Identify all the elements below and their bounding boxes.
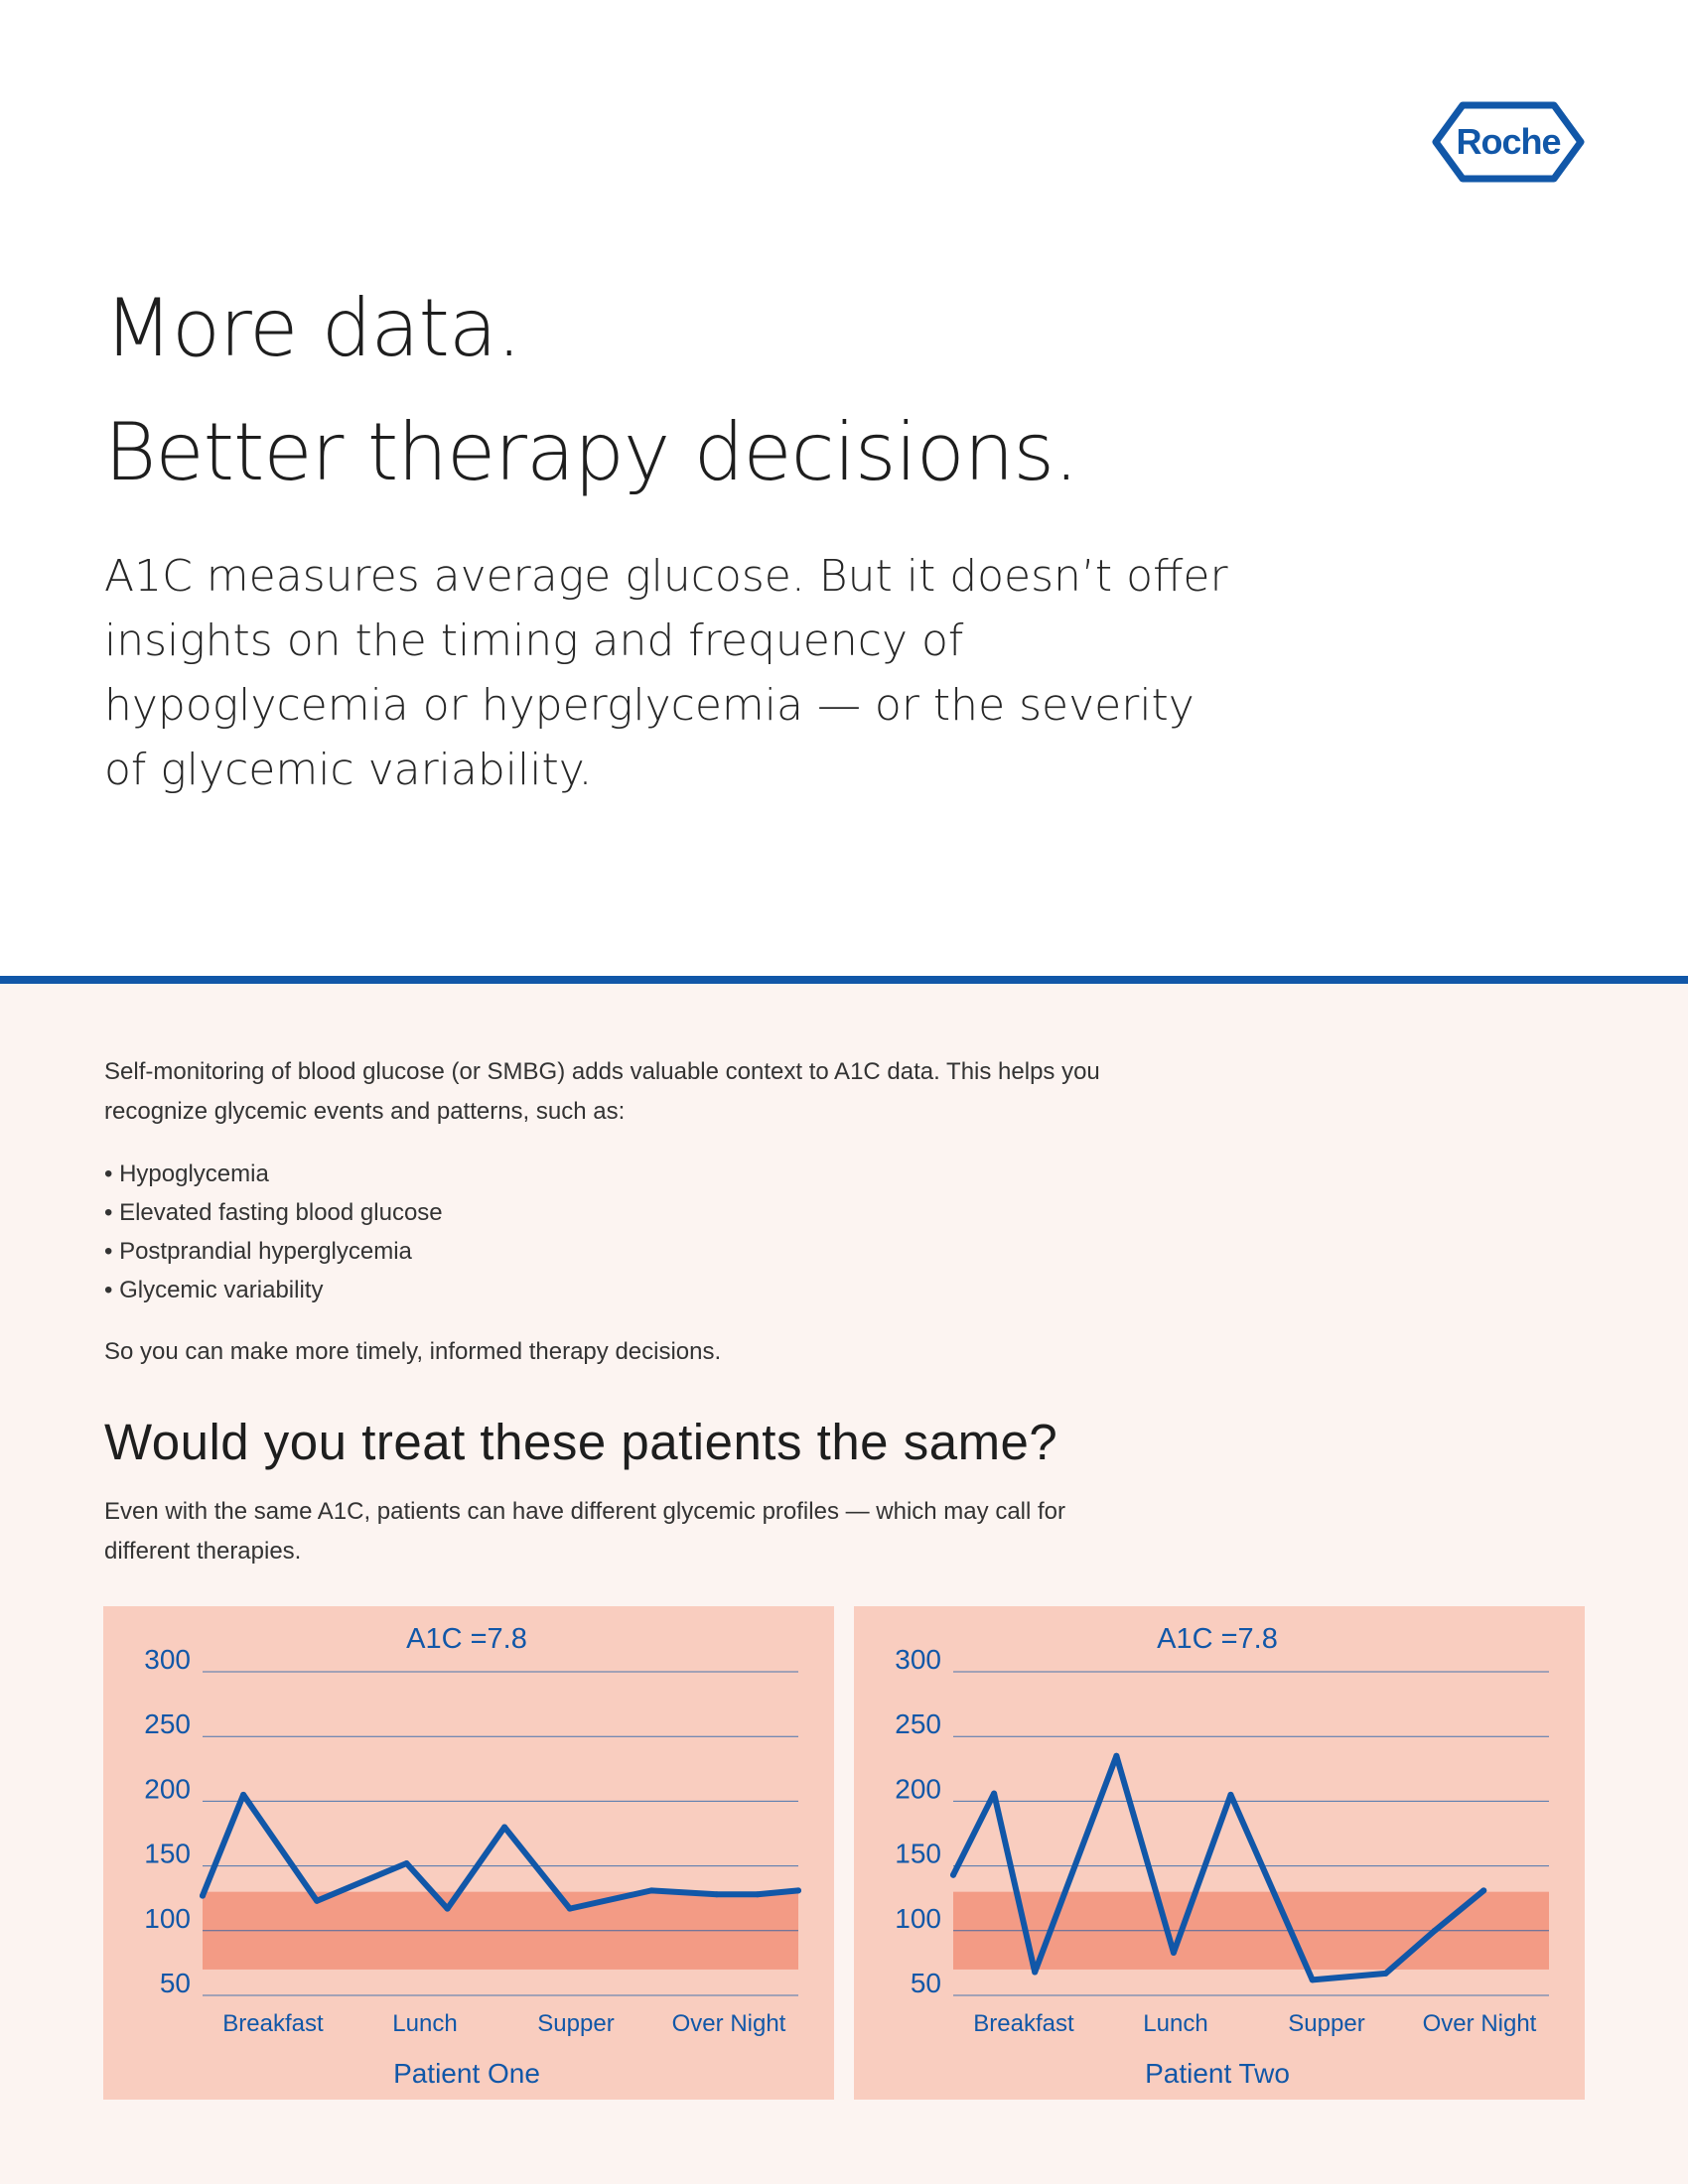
glucose-data-point xyxy=(795,1887,801,1894)
smbg-closing: So you can make more timely, informed th… xyxy=(104,1338,722,1365)
x-tick-label: Over Night xyxy=(672,2010,786,2037)
y-tick-label: 150 xyxy=(144,1839,191,1869)
y-tick-label: 100 xyxy=(144,1903,191,1934)
y-tick-label: 250 xyxy=(895,1708,941,1739)
roche-logo-text: Roche xyxy=(1456,121,1560,162)
y-tick-label: 300 xyxy=(895,1644,941,1675)
roche-hexagon xyxy=(1432,101,1585,183)
glucose-data-point xyxy=(200,1892,206,1899)
glucose-data-point xyxy=(240,1791,247,1798)
y-tick-label: 100 xyxy=(895,1903,941,1934)
glucose-data-point xyxy=(754,1891,761,1898)
list-item: Elevated fasting blood glucose xyxy=(104,1193,443,1232)
x-tick-label: Breakfast xyxy=(973,2010,1074,2037)
x-tick-label: Supper xyxy=(537,2010,614,2037)
glucose-data-point xyxy=(403,1859,410,1866)
glucose-data-point xyxy=(1431,1927,1438,1934)
glucose-data-point xyxy=(648,1887,655,1894)
patient-one-chart-svg: 300 250 200 150 100 50 A1C =7.8 Breakfast Lunch S… xyxy=(144,1623,801,2089)
x-tick-label: Breakfast xyxy=(222,2010,324,2037)
glucose-data-point xyxy=(1170,1949,1177,1956)
patient-two-chart-svg: 300 250 200 150 100 50 A1C =7.8 Breakfast Lunch S… xyxy=(895,1623,1549,2089)
y-tick-label: 200 xyxy=(144,1773,191,1804)
y-tick-label: 150 xyxy=(895,1839,941,1869)
list-item: Hypoglycemia xyxy=(104,1155,443,1193)
list-item: Postprandial hyperglycemia xyxy=(104,1232,443,1271)
headline: More data. Better therapy decisions. xyxy=(104,266,1079,514)
glucose-data-point xyxy=(713,1891,720,1898)
patient-one-chart: 300 250 200 150 100 50 A1C =7.8 Breakfast Lunch S… xyxy=(103,1606,834,2100)
section-subtext: Even with the same A1C, patients can hav… xyxy=(104,1498,1066,1565)
patient-two-chart: 300 250 200 150 100 50 A1C =7.8 Breakfast Lunch S… xyxy=(854,1606,1585,2100)
y-tick-label: 250 xyxy=(144,1708,191,1739)
glucose-series-line xyxy=(950,1752,1487,1983)
y-tick-label: 50 xyxy=(160,1968,191,1998)
chart-patient-label: Patient One xyxy=(393,2058,540,2089)
x-tick-label: Lunch xyxy=(392,2010,457,2037)
glucose-data-point xyxy=(444,1905,451,1912)
chart-title: A1C =7.8 xyxy=(1157,1623,1278,1655)
glucose-data-point xyxy=(1032,1969,1039,1976)
glucose-data-point xyxy=(1382,1970,1389,1977)
glucose-data-point xyxy=(501,1824,508,1831)
glucose-data-point xyxy=(950,1871,956,1878)
glucose-data-point xyxy=(566,1905,573,1912)
glycemic-events-list: Hypoglycemia Elevated fasting blood gluc… xyxy=(104,1155,443,1309)
glucose-data-point xyxy=(1309,1977,1316,1983)
x-tick-label: Lunch xyxy=(1143,2010,1207,2037)
glucose-series-line xyxy=(200,1791,801,1912)
glucose-data-point xyxy=(991,1790,998,1797)
headline-line-2: Better therapy decisions. xyxy=(104,406,1079,498)
section-divider xyxy=(0,976,1688,984)
chart-title: A1C =7.8 xyxy=(406,1623,527,1655)
y-tick-label: 50 xyxy=(911,1968,941,1998)
glucose-data-point xyxy=(314,1897,321,1904)
y-tick-label: 300 xyxy=(144,1644,191,1675)
roche-logo: Roche xyxy=(1432,101,1585,183)
x-tick-label: Supper xyxy=(1288,2010,1364,2037)
glucose-data-point xyxy=(1480,1887,1487,1894)
intro-paragraph: A1C measures average glucose. But it doe… xyxy=(104,551,1228,795)
glucose-data-point xyxy=(1227,1791,1234,1798)
y-tick-label: 200 xyxy=(895,1773,941,1804)
section-heading: Would you treat these patients the same? xyxy=(104,1414,1058,1470)
headline-line-1: More data. xyxy=(104,282,521,374)
x-tick-label: Over Night xyxy=(1423,2010,1537,2037)
list-item: Glycemic variability xyxy=(104,1271,443,1309)
smbg-paragraph: Self-monitoring of blood glucose (or SMB… xyxy=(104,1058,1100,1125)
glucose-data-point xyxy=(1113,1752,1120,1759)
chart-patient-label: Patient Two xyxy=(1145,2058,1290,2089)
